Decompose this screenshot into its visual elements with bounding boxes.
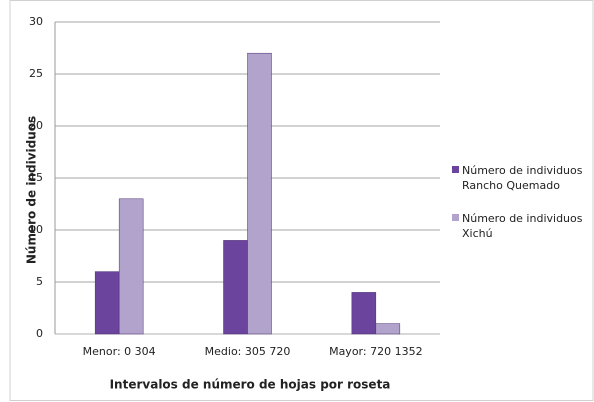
legend-swatch <box>452 166 459 173</box>
legend-item: Número de individuos Rancho Quemado <box>452 163 587 193</box>
y-tick-label: 15 <box>29 171 43 184</box>
x-tick-label: Mayor: 720 1352 <box>329 345 423 358</box>
bar <box>375 323 401 335</box>
bar <box>118 198 144 335</box>
y-tick-label: 10 <box>29 223 43 236</box>
legend-label: Número de individuos Xichú <box>462 212 583 240</box>
y-tick-label: 30 <box>29 15 43 28</box>
bar <box>351 292 377 335</box>
legend-swatch <box>452 214 459 221</box>
bar <box>247 52 272 335</box>
y-axis-label: Número de individuos <box>25 116 39 264</box>
y-tick-label: 25 <box>29 67 43 80</box>
x-axis-label: Intervalos de número de hojas por roseta <box>110 378 391 392</box>
y-tick-label: 5 <box>36 275 43 288</box>
x-tick-label: Menor: 0 304 <box>83 345 156 358</box>
y-tick-label: 0 <box>36 327 43 340</box>
bar <box>223 240 248 335</box>
y-tick-label: 20 <box>29 119 43 132</box>
x-tick-label: Medio: 305 720 <box>205 345 291 358</box>
chart-border <box>9 0 594 401</box>
legend-label: Número de individuos Rancho Quemado <box>462 164 583 192</box>
bar <box>94 271 120 335</box>
legend-item: Número de individuos Xichú <box>452 211 587 241</box>
